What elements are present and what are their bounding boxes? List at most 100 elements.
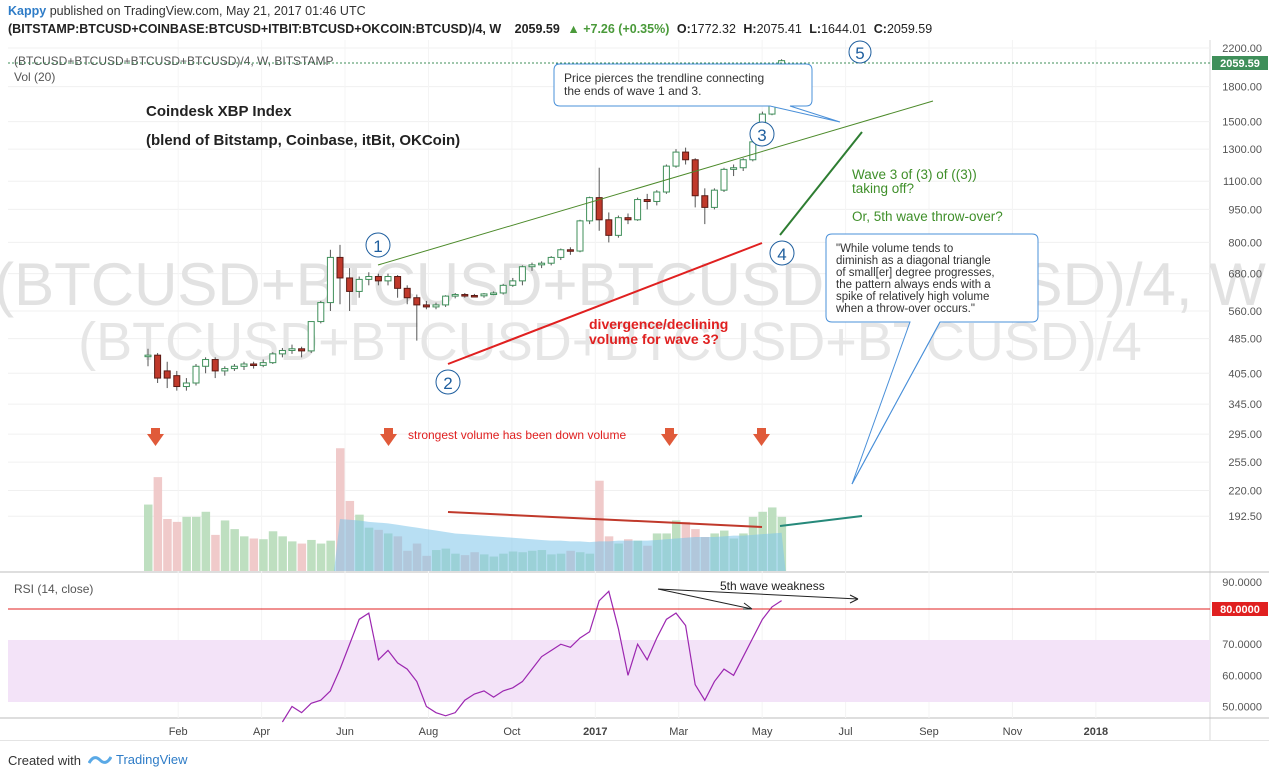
callout-trendline-line-1: Price pierces the trendline connecting	[564, 71, 764, 85]
price-tick-label: 345.00	[1228, 399, 1262, 411]
rsi-weakness-text: 5th wave weakness	[720, 579, 825, 593]
price-tick-label: 1500.00	[1222, 117, 1262, 129]
price-axis[interactable]: 2200.00 1800.00 1500.00 1300.00 1100.00 950.0…	[1222, 43, 1262, 523]
volume-bar	[230, 529, 239, 571]
volume-bar	[316, 543, 326, 571]
candle	[528, 264, 536, 268]
low-label: L:	[809, 22, 822, 36]
tradingview-brand[interactable]: TradingView	[88, 752, 188, 767]
close-value: C:2059.59	[874, 22, 932, 36]
volume-bar	[182, 516, 191, 571]
wave3-text-1: Wave 3 of (3) of ((3))	[852, 167, 977, 182]
candle	[614, 217, 622, 236]
candle	[451, 294, 459, 297]
rsi-divergence-arrow-2	[657, 588, 859, 600]
volume-bar	[336, 448, 345, 571]
price-change: ▲ +7.26 (+0.35%)	[567, 22, 670, 36]
candle	[403, 287, 411, 299]
rsi-band	[8, 640, 1210, 702]
candle	[710, 189, 718, 208]
candle	[173, 375, 181, 388]
candle	[739, 159, 747, 169]
candle	[144, 354, 152, 358]
time-axis[interactable]: Feb Apr Jun Aug Oct 2017 Mar May Jul Sep Nov 2018	[169, 726, 1108, 738]
strongest-volume-text: strongest volume has been down volume	[408, 428, 626, 442]
symbol-name[interactable]: (BITSTAMP:BTCUSD+COINBASE:BTCUSD+ITBIT:B…	[8, 22, 502, 36]
price-tick-label: 192.50	[1228, 511, 1262, 523]
close-label: C:	[873, 22, 887, 36]
wave-4-label: 4	[777, 245, 786, 264]
candle	[163, 370, 171, 379]
low-number: 1644.01	[821, 22, 867, 36]
price-tick-label: 950.00	[1228, 204, 1262, 216]
candle	[605, 219, 613, 236]
price-change-value: +7.26 (+0.35%)	[583, 22, 670, 36]
created-with-text: Created with	[8, 753, 81, 768]
rsi-line	[281, 590, 782, 723]
candle	[346, 277, 354, 292]
high-value: H:2075.41	[743, 22, 801, 36]
callout-volume-line-5: spike of relatively high volume	[836, 291, 989, 303]
wave-3-label: 3	[757, 126, 766, 145]
price-tick-label: 255.00	[1228, 457, 1262, 469]
published-text: published on TradingView.com, May 21, 20…	[49, 4, 366, 18]
volume-bar	[211, 534, 220, 571]
candle	[730, 167, 738, 170]
time-tick-label: Aug	[419, 726, 439, 738]
candle	[230, 365, 238, 370]
divergence-text-1: divergence/declining	[589, 316, 728, 332]
volume-bar	[220, 520, 230, 571]
rsi-level-badge-bg	[1212, 602, 1268, 616]
down-arrow-icon	[380, 428, 397, 446]
series-legend[interactable]: (BTCUSD+BTCUSD+BTCUSD+BTCUSD)/4, W, BITS…	[14, 54, 333, 68]
candle	[480, 293, 488, 297]
last-price-badge-bg	[1212, 56, 1268, 70]
candle	[384, 276, 392, 282]
author-link[interactable]: Kappy	[8, 4, 47, 18]
wave-4-marker: 4	[769, 240, 795, 266]
candle	[518, 266, 526, 282]
watermark-line-1: (BTCUSD+BTCUSD+BTCUSD+BTCUSD)/4, W	[0, 251, 1266, 318]
tradingview-logo-icon	[88, 755, 112, 764]
candle	[221, 368, 229, 372]
wave-1-marker: 1	[365, 232, 391, 258]
candle	[538, 262, 546, 266]
last-price-badge-text: 2059.59	[1220, 58, 1260, 70]
chart-title: Coindesk XBP Index	[146, 103, 292, 120]
price-tick-label: 1300.00	[1222, 144, 1262, 156]
wave-5-marker: 5	[848, 40, 872, 64]
candle	[355, 278, 363, 292]
price-tick-label: 680.00	[1228, 269, 1262, 281]
candle	[394, 276, 402, 289]
callout-volume-line-2: diminish as a diagonal triangle	[836, 255, 991, 267]
publish-info: Kappy published on TradingView.com, May …	[8, 4, 366, 18]
callout-volume-line-6: when a throw-over occurs."	[835, 303, 975, 315]
candle	[624, 217, 632, 221]
candle	[643, 199, 651, 202]
volume-ma-area	[334, 519, 786, 571]
callout-volume-line-4: the pattern always ends with a	[836, 279, 991, 291]
tradingview-brand-label: TradingView	[116, 752, 188, 767]
time-tick-label: 2017	[583, 726, 607, 738]
low-value: L:1644.01	[809, 22, 866, 36]
high-label: H:	[743, 22, 757, 36]
rsi-legend[interactable]: RSI (14, close)	[14, 582, 93, 596]
price-tick-label: 1800.00	[1222, 82, 1262, 94]
volume-bar	[163, 519, 172, 571]
volume-bar	[595, 480, 604, 571]
candle	[317, 302, 325, 323]
candle	[653, 191, 661, 202]
candle	[557, 249, 565, 258]
candle	[278, 349, 286, 355]
candle	[413, 297, 421, 306]
wave-2-marker: 2	[435, 369, 461, 395]
price-tick-label: 405.00	[1228, 368, 1262, 380]
price-tick-label: 800.00	[1228, 237, 1262, 249]
volume-bar	[153, 477, 163, 571]
time-tick-label: Sep	[919, 726, 939, 738]
candle	[442, 295, 450, 306]
rsi-axis[interactable]: 90.0000 70.0000 60.0000 50.0000	[1222, 577, 1262, 713]
candle	[250, 363, 258, 367]
volume-legend[interactable]: Vol (20)	[14, 70, 55, 84]
